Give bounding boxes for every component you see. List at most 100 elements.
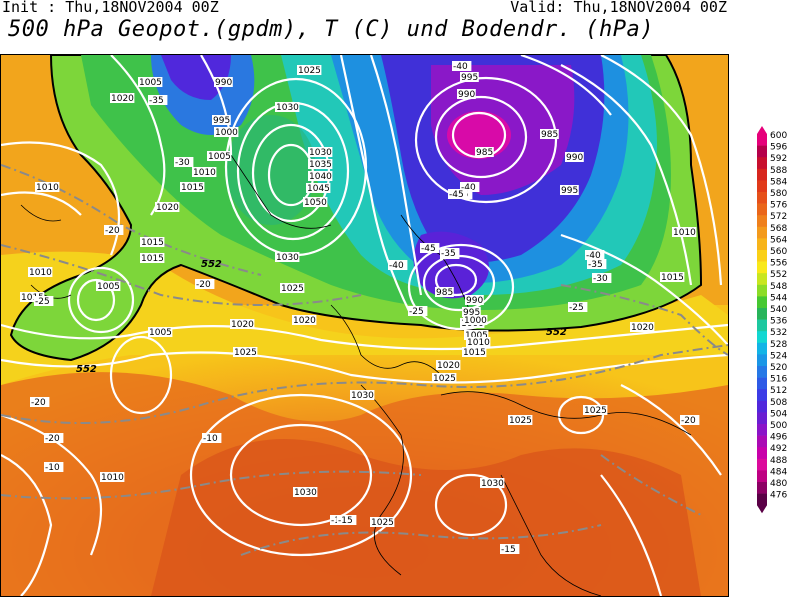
header: Init : Thu,18NOV2004 00Z Valid: Thu,18NO… bbox=[0, 0, 789, 52]
pressure-label-bg bbox=[308, 171, 333, 181]
pressure-label-bg bbox=[660, 272, 685, 282]
pressure-label-bg bbox=[96, 281, 121, 291]
pressure-label: 1020 bbox=[111, 94, 134, 104]
pressure-label: 1020 bbox=[631, 323, 654, 333]
temperature-label-bg bbox=[195, 279, 215, 289]
pressure-label: 990 bbox=[566, 153, 583, 163]
pressure-label: 1030 bbox=[351, 391, 374, 401]
pressure-label-bg bbox=[475, 147, 494, 157]
colorbar-swatches bbox=[757, 126, 767, 514]
pressure-label-bg bbox=[560, 185, 579, 195]
pressure-label-bg bbox=[303, 197, 328, 207]
pressure-label: 1000 bbox=[464, 316, 487, 326]
pressure-label: 1010 bbox=[36, 183, 59, 193]
colorbar-bottom-arrow bbox=[757, 505, 767, 514]
colorbar-swatch bbox=[757, 342, 767, 355]
colorbar-swatch bbox=[757, 447, 767, 460]
pressure-label: 1030 bbox=[481, 479, 504, 489]
colorbar-label: 532 bbox=[770, 328, 787, 338]
pressure-label: 1015 bbox=[463, 348, 486, 358]
pressure-label: 1015 bbox=[661, 273, 684, 283]
pressure-label: 985 bbox=[436, 288, 453, 298]
pressure-label-bg bbox=[275, 102, 300, 112]
pressure-label: 1010 bbox=[467, 338, 490, 348]
colorbar-swatch bbox=[757, 226, 767, 239]
temperature-label: -25 bbox=[409, 307, 424, 317]
pressure-label-bg bbox=[180, 182, 205, 192]
pressure-label-bg bbox=[480, 478, 505, 488]
colorbar-label: 476 bbox=[770, 491, 787, 501]
colorbar-swatch bbox=[757, 273, 767, 286]
pressure-label-bg bbox=[155, 202, 180, 212]
pressure-label: 1025 bbox=[509, 416, 532, 426]
pressure-label-bg bbox=[233, 347, 258, 357]
colorbar-label: 592 bbox=[770, 154, 787, 164]
pressure-label: 1025 bbox=[234, 348, 257, 358]
pressure-label-bg bbox=[464, 330, 489, 340]
pressure-label-bg bbox=[465, 295, 484, 305]
colorbar-swatch bbox=[757, 203, 767, 216]
contour-552-label-1: 552 bbox=[201, 259, 222, 270]
colorbar-swatch bbox=[757, 354, 767, 367]
weather-map: 552 552 552 1005 990 1025 995 1000 1005 1010 10… bbox=[0, 54, 729, 597]
colorbar-label: 528 bbox=[770, 340, 787, 350]
colorbar-swatch bbox=[757, 261, 767, 274]
pressure-label-bg bbox=[293, 487, 318, 497]
temperature-label: -30 bbox=[593, 274, 608, 284]
temperature-label-bg bbox=[680, 415, 700, 425]
pressure-label: 1020 bbox=[437, 361, 460, 371]
pressure-label-bg bbox=[110, 93, 135, 103]
temperature-label: -15 bbox=[501, 545, 516, 555]
temperature-label: -20 bbox=[31, 398, 46, 408]
pressure-label-bg bbox=[432, 373, 457, 383]
pressure-label-bg bbox=[435, 287, 454, 297]
colorbar-label: 568 bbox=[770, 224, 787, 234]
pressure-label: 1005 bbox=[208, 152, 231, 162]
pressure-label-bg bbox=[508, 415, 533, 425]
temperature-labels: -35-30-40-40-45-45-35-40-35-30-25-25-20-… bbox=[30, 61, 700, 555]
temperature-label: -35 bbox=[149, 96, 164, 106]
colorbar-label: 572 bbox=[770, 212, 787, 222]
temperature-label: -40 bbox=[586, 251, 601, 261]
pressure-label-bg bbox=[214, 127, 239, 137]
pressure-label-bg bbox=[192, 167, 217, 177]
pressure-label-bg bbox=[462, 307, 481, 317]
colorbar-swatch bbox=[757, 377, 767, 390]
pressure-label: 1025 bbox=[298, 66, 321, 76]
colorbar-label: 524 bbox=[770, 351, 787, 361]
temperature-label: -40 bbox=[389, 261, 404, 271]
colorbar-label: 540 bbox=[770, 305, 787, 315]
colorbar-label: 544 bbox=[770, 293, 787, 303]
temperature-label-bg bbox=[587, 259, 607, 269]
pressure-label-bg bbox=[308, 159, 333, 169]
pressure-label: 1030 bbox=[276, 253, 299, 263]
colorbar-swatch bbox=[757, 319, 767, 332]
pressure-label: 990 bbox=[215, 78, 232, 88]
pressure-label: 1020 bbox=[156, 203, 179, 213]
pressure-label-bg bbox=[35, 182, 60, 192]
pressure-label: 1005 bbox=[149, 328, 172, 338]
temperature-label-bg bbox=[500, 544, 520, 554]
map-canvas: 552 552 552 1005 990102599510001005101010… bbox=[1, 55, 728, 596]
colorbar-swatch bbox=[757, 366, 767, 378]
pressure-label-bg bbox=[148, 327, 173, 337]
colorbar-swatch bbox=[757, 145, 767, 158]
pressure-label: 985 bbox=[476, 148, 493, 158]
pressure-label-bg bbox=[672, 227, 697, 237]
pressure-label: 1025 bbox=[433, 374, 456, 384]
colorbar-label: 596 bbox=[770, 143, 787, 153]
pressure-label-bg bbox=[306, 183, 331, 193]
colorbar-swatch bbox=[757, 157, 767, 170]
pressure-label-bg bbox=[462, 347, 487, 357]
colorbar-swatch bbox=[757, 331, 767, 344]
colorbar-label: 480 bbox=[770, 479, 787, 489]
greenland-high bbox=[226, 115, 316, 225]
pressure-label: 1005 bbox=[139, 78, 162, 88]
pressure-label: 1030 bbox=[276, 103, 299, 113]
pressure-label: 995 bbox=[463, 308, 480, 318]
pressure-label-bg bbox=[463, 315, 488, 325]
colorbar-swatch bbox=[757, 389, 767, 402]
pressure-labels: 1005 990102599510001005101010151020103010… bbox=[20, 65, 697, 528]
contour-552-label-3: 552 bbox=[546, 327, 567, 338]
